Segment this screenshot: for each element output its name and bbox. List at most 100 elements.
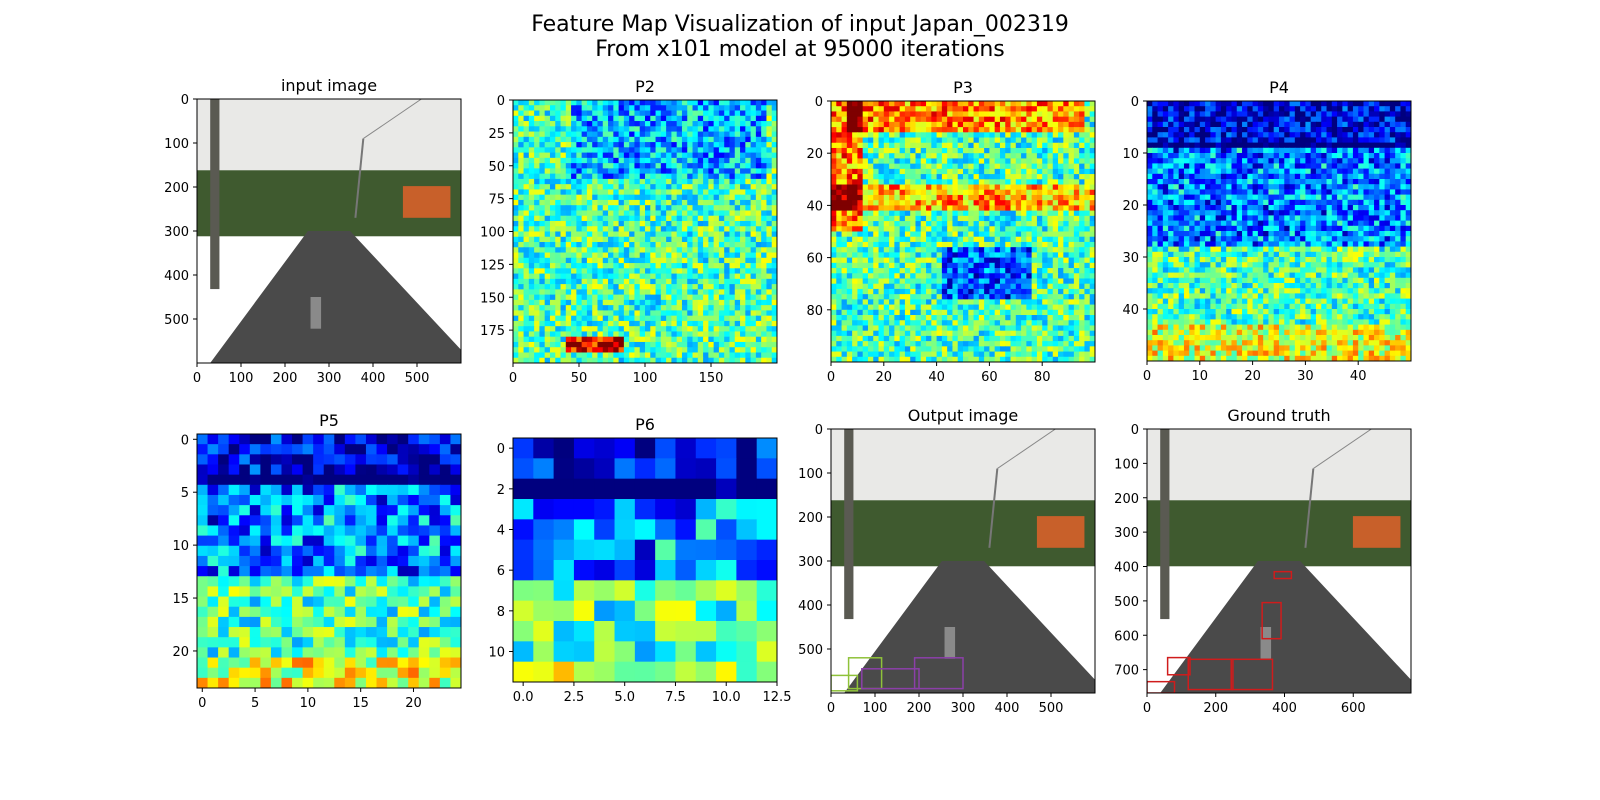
heatmap-cell: [555, 326, 562, 333]
heatmap-cell: [697, 336, 704, 343]
heatmap-cell: [1058, 231, 1064, 238]
heatmap-cell: [999, 158, 1006, 165]
heatmap-cell: [915, 111, 922, 118]
heatmap-cell: [713, 226, 720, 233]
heatmap-cell: [973, 226, 980, 233]
heatmap-cell: [692, 273, 699, 280]
heatmap-cell: [592, 357, 599, 363]
heatmap-cell: [528, 136, 535, 143]
heatmap-cell: [1005, 127, 1012, 133]
heatmap-cell: [560, 205, 567, 212]
heatmap-cell: [941, 158, 948, 165]
heatmap-cell: [740, 189, 746, 196]
heatmap-cell: [571, 100, 577, 106]
heatmap-cell: [676, 157, 683, 164]
heatmap-cell: [602, 168, 609, 175]
heatmap-cell: [708, 341, 715, 348]
heatmap-cell: [523, 310, 530, 317]
heatmap-cell: [936, 101, 943, 107]
heatmap-cell: [676, 231, 683, 238]
heatmap-cell: [836, 341, 843, 347]
heatmap-cell: [671, 136, 678, 143]
heatmap-cell: [1015, 288, 1022, 295]
heatmap-cell: [666, 236, 672, 243]
heatmap-cell: [1026, 304, 1033, 311]
heatmap-cell: [841, 231, 848, 238]
heatmap-cell: [831, 299, 837, 306]
heatmap-cell: [544, 110, 551, 117]
heatmap-cell: [841, 315, 848, 321]
heatmap-cell: [883, 236, 890, 243]
heatmap-cell: [1052, 200, 1059, 206]
heatmap-cell: [697, 173, 704, 180]
heatmap-cell: [555, 121, 562, 127]
heatmap-cell: [523, 252, 530, 259]
heatmap-cell: [639, 242, 646, 248]
heatmap-cell: [973, 142, 980, 149]
heatmap-cell: [852, 236, 858, 243]
heatmap-cell: [931, 194, 938, 201]
heatmap-cell: [1073, 194, 1080, 201]
heatmap-cell: [660, 100, 667, 106]
heatmap-cell: [1063, 215, 1070, 222]
heatmap-cell: [963, 315, 969, 321]
heatmap-cell: [650, 252, 657, 259]
heatmap-cell: [534, 352, 540, 359]
heatmap-cell: [745, 147, 752, 154]
heatmap-cell: [952, 315, 959, 321]
heatmap-cell: [1036, 205, 1043, 212]
heatmap-cell: [602, 310, 609, 317]
heatmap-cell: [1089, 205, 1095, 212]
heatmap-cell: [692, 184, 699, 191]
heatmap-cell: [1036, 247, 1043, 253]
y-tick-label: 150: [480, 291, 505, 306]
heatmap-cell: [947, 226, 954, 233]
heatmap-cell: [639, 173, 646, 180]
heatmap-cell: [544, 152, 551, 159]
heatmap-cell: [708, 168, 715, 175]
heatmap-cell: [957, 252, 964, 259]
heatmap-cell: [920, 179, 927, 186]
heatmap-cell: [618, 289, 625, 296]
heatmap-cell: [999, 241, 1006, 248]
heatmap-cell: [1036, 257, 1043, 264]
heatmap-cell: [639, 315, 646, 322]
heatmap-cell: [523, 147, 530, 154]
heatmap-cell: [973, 294, 980, 300]
heatmap-cell: [899, 200, 906, 206]
heatmap-cell: [862, 330, 869, 337]
heatmap-cell: [528, 278, 535, 285]
heatmap-cell: [994, 184, 1001, 191]
heatmap-cell: [968, 283, 975, 290]
heatmap-cell: [576, 236, 583, 243]
heatmap-cell: [718, 252, 725, 259]
heatmap-cell: [639, 305, 646, 311]
heatmap-cell: [708, 347, 715, 354]
heatmap-cell: [766, 110, 773, 117]
heatmap-cell: [645, 226, 651, 233]
heatmap-cell: [549, 310, 556, 317]
heatmap-cell: [724, 184, 731, 191]
heatmap-cell: [862, 341, 869, 347]
heatmap-cell: [608, 315, 614, 322]
heatmap-cell: [910, 236, 917, 243]
heatmap-cell: [1058, 315, 1064, 321]
road-marking: [310, 297, 322, 329]
heatmap-cell: [941, 174, 948, 180]
heatmap-cell: [889, 341, 895, 347]
heatmap-cell: [528, 189, 535, 196]
heatmap-cell: [750, 115, 757, 122]
heatmap-cell: [952, 184, 959, 191]
heatmap-cell: [629, 231, 636, 238]
heatmap-cell: [994, 127, 1001, 133]
heatmap-cell: [708, 115, 715, 122]
heatmap-cell: [1058, 184, 1064, 191]
heatmap-cell: [676, 147, 683, 154]
heatmap-cell: [941, 179, 948, 186]
heatmap-cell: [920, 163, 927, 170]
heatmap-cell: [978, 158, 985, 165]
heatmap-cell: [608, 199, 614, 206]
heatmap-cell: [676, 268, 683, 275]
heatmap-cell: [666, 278, 672, 285]
heatmap-cell: [534, 220, 540, 227]
